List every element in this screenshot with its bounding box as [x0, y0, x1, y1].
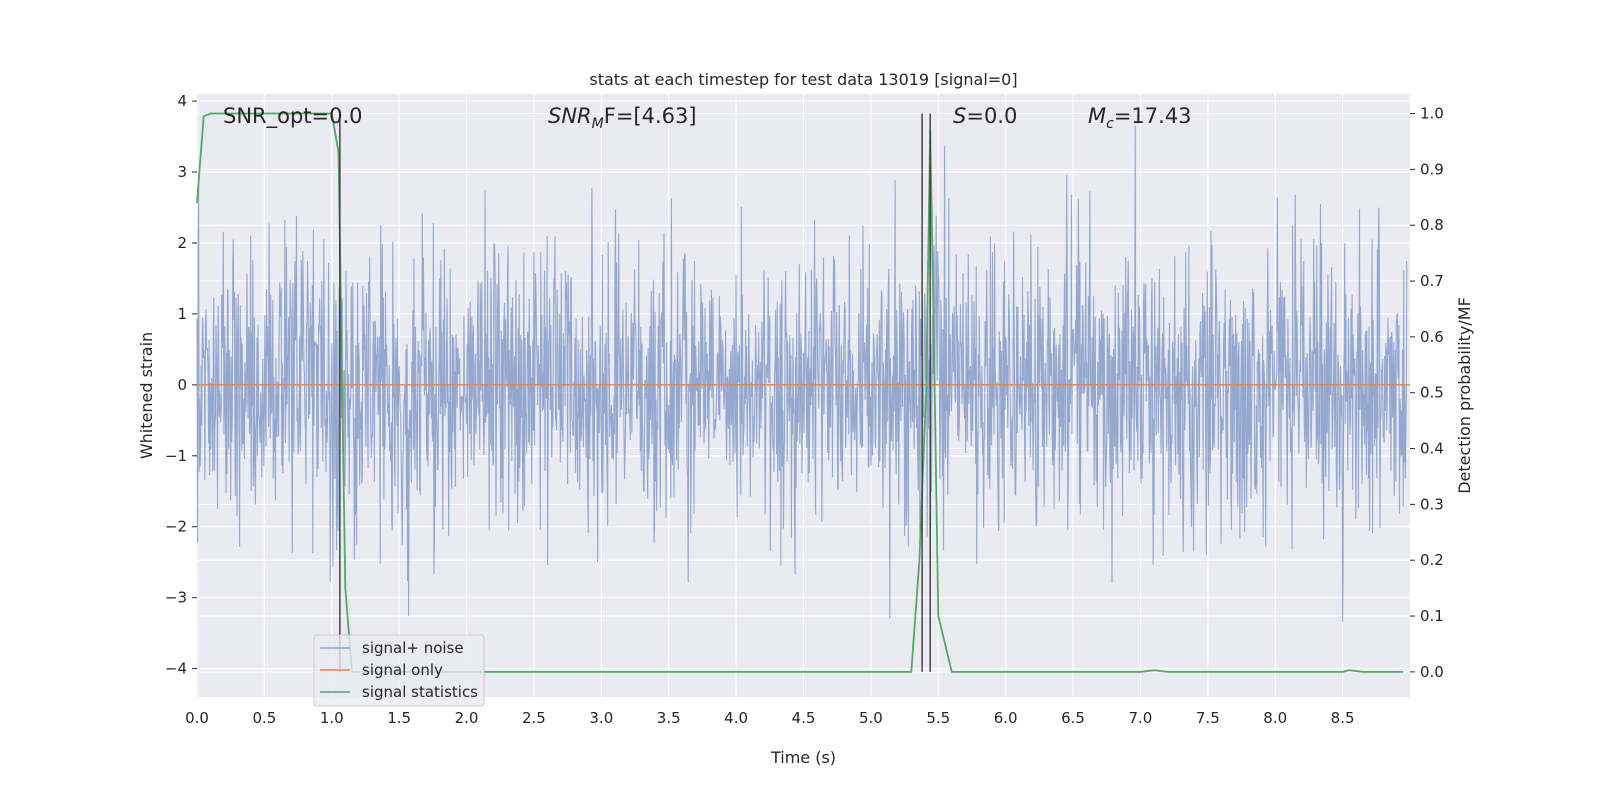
annotation-s-symbol: S	[953, 104, 966, 128]
annotation-mc-subscript: c	[1106, 116, 1114, 132]
legend: signal+ noise signal only signal statist…	[313, 634, 485, 707]
x-tick-label-9: 4.5	[792, 709, 816, 727]
annotation-s-value: =0.0	[966, 104, 1017, 128]
y-tick-label-left-3: −1	[165, 447, 187, 465]
legend-label-signal-statistics: signal statistics	[362, 683, 478, 701]
legend-label-signal-noise: signal+ noise	[362, 639, 464, 657]
y-tick-label-right-3: 0.3	[1420, 495, 1444, 513]
legend-label-signal-only: signal only	[362, 661, 443, 679]
y-axis-label-left: Whitened strain	[137, 332, 156, 459]
annotation-snr-mf-value: F=[4.63]	[604, 104, 697, 128]
y-tick-label-left-4: 0	[177, 376, 187, 394]
legend-box	[313, 634, 485, 707]
annotation-mc-value: =17.43	[1114, 104, 1192, 128]
y-tick-label-left-8: 4	[177, 92, 187, 110]
y-tick-label-right-2: 0.2	[1420, 551, 1444, 569]
y-tick-label-right-0: 0.0	[1420, 663, 1444, 681]
series-signal-statistics	[196, 112, 1404, 673]
y-tick-label-right-8: 0.8	[1420, 216, 1444, 234]
y-tick-label-right-9: 0.9	[1420, 160, 1444, 178]
x-tick-label-16: 8.0	[1263, 709, 1287, 727]
x-tick-label-10: 5.0	[859, 709, 883, 727]
annotation-snr-mf: SNRMF=[4.63]	[548, 104, 697, 132]
y-tick-label-left-6: 2	[177, 234, 187, 252]
y-tick-label-right-10: 1.0	[1420, 105, 1444, 123]
y-tick-label-right-6: 0.6	[1420, 328, 1444, 346]
x-tick-label-17: 8.5	[1331, 709, 1355, 727]
x-tick-label-7: 3.5	[657, 709, 681, 727]
x-tick-label-4: 2.0	[455, 709, 479, 727]
y-tick-label-left-1: −3	[165, 589, 187, 607]
x-axis-label: Time (s)	[770, 748, 836, 767]
y-tick-label-right-1: 0.1	[1420, 607, 1444, 625]
x-tick-label-12: 6.0	[994, 709, 1018, 727]
x-tick-label-1: 0.5	[252, 709, 276, 727]
y-tick-label-right-7: 0.7	[1420, 272, 1444, 290]
x-tick-label-2: 1.0	[320, 709, 344, 727]
x-tick-label-14: 7.0	[1129, 709, 1153, 727]
y-tick-label-left-2: −2	[165, 518, 187, 536]
x-tick-label-13: 6.5	[1061, 709, 1085, 727]
x-tick-label-3: 1.5	[387, 709, 411, 727]
annotation-snr-mf-symbol: SNR	[548, 104, 592, 128]
y-tick-label-right-5: 0.5	[1420, 384, 1444, 402]
x-tick-label-0: 0.0	[185, 709, 209, 727]
y-axis-label-right: Detection probability/MF	[1455, 297, 1474, 494]
y-tick-label-right-4: 0.4	[1420, 440, 1444, 458]
y-tick-label-left-7: 3	[177, 163, 187, 181]
annotation-s: S=0.0	[953, 104, 1017, 128]
annotation-mc-symbol: M	[1088, 104, 1106, 128]
y-tick-label-left-5: 1	[177, 305, 187, 323]
annotation-snr-opt: SNR_opt=0.0	[223, 104, 363, 129]
y-tick-label-left-0: −4	[165, 660, 187, 678]
x-tick-label-6: 3.0	[589, 709, 613, 727]
series-signal-noise	[196, 125, 1408, 622]
x-tick-label-8: 4.0	[724, 709, 748, 727]
x-tick-label-11: 5.5	[926, 709, 950, 727]
annotations: SNR_opt=0.0 SNRMF=[4.63] S=0.0 Mc=17.43	[223, 104, 1192, 132]
annotation-mc: Mc=17.43	[1088, 104, 1192, 132]
annotation-snr-mf-subscript: M	[592, 116, 604, 132]
x-tick-label-15: 7.5	[1196, 709, 1220, 727]
chart-title: stats at each timestep for test data 130…	[589, 70, 1017, 89]
x-tick-label-5: 2.5	[522, 709, 546, 727]
